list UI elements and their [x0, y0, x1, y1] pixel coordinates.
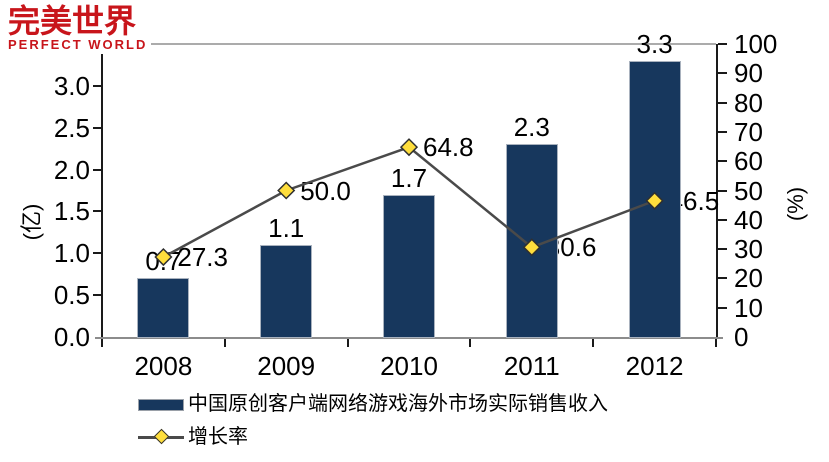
left-tick-label: 1.5 [53, 196, 90, 227]
left-tick-label: 1.0 [53, 238, 90, 269]
bar-value-label: 0.7 [145, 246, 182, 277]
bar-2010 [383, 194, 435, 338]
left-axis-title: (亿) [19, 203, 44, 241]
left-axis-tick [93, 168, 102, 171]
x-axis-tick [469, 339, 472, 347]
left-axis-tick [93, 210, 102, 213]
legend-label-revenue: 中国原创客户端网络游戏海外市场实际销售收入 [188, 393, 608, 415]
right-axis-tick [718, 218, 727, 221]
left-axis-tick [93, 294, 102, 297]
right-tick-label: 40 [734, 204, 763, 235]
x-axis-tick [346, 339, 349, 347]
right-tick-label: 30 [734, 234, 763, 265]
legend-label-growth-rate: 增长率 [188, 426, 248, 448]
right-tick-label: 0 [734, 322, 749, 352]
left-tick-label: 2.5 [53, 112, 90, 143]
right-tick-label: 20 [734, 263, 763, 294]
right-axis-tick [718, 101, 727, 104]
category-label-2009: 2009 [257, 351, 316, 381]
legend-bar-swatch [138, 399, 184, 411]
gridline-100 [102, 43, 716, 45]
left-tick-label: 3.0 [53, 70, 90, 101]
bar-value-label: 2.3 [513, 112, 550, 143]
right-axis-tick [718, 43, 727, 45]
left-tick-label: 2.0 [53, 154, 90, 185]
bar-2008 [137, 278, 190, 338]
left-axis-line [101, 44, 103, 337]
right-axis-title: (%) [783, 186, 808, 222]
line-value-label: 64.8 [423, 132, 474, 163]
right-axis-tick [718, 72, 727, 75]
category-label-2012: 2012 [625, 351, 684, 381]
x-axis-tick [715, 339, 717, 347]
x-axis-tick [101, 339, 103, 347]
line-value-label: 50.0 [300, 175, 351, 206]
bar-2009 [260, 244, 313, 338]
right-axis-tick [718, 160, 727, 163]
right-axis-line [716, 44, 718, 337]
x-axis-tick [592, 339, 595, 347]
right-axis-tick [718, 277, 727, 280]
left-axis-tick [93, 84, 102, 87]
left-axis-tick [93, 252, 102, 255]
right-axis-tick [718, 189, 727, 192]
perfect-world-logo: 完美世界 PERFECT WORLD [8, 3, 152, 54]
left-tick-label: 0.5 [53, 280, 90, 311]
right-axis-tick [718, 248, 727, 251]
right-axis-tick [718, 130, 727, 133]
x-axis-line [95, 337, 723, 339]
logo-chinese-text: 完美世界 [8, 3, 137, 39]
right-tick-label: 90 [734, 58, 763, 89]
bar-2012 [628, 60, 681, 338]
bar-2011 [505, 144, 558, 338]
right-tick-label: 70 [734, 116, 763, 147]
left-axis-tick [93, 126, 102, 129]
category-label-2010: 2010 [380, 351, 438, 381]
left-tick-label: 0.0 [53, 322, 90, 352]
right-tick-label: 10 [734, 292, 763, 323]
category-label-2008: 2008 [134, 351, 193, 381]
right-tick-label: 50 [734, 175, 763, 206]
bar-value-label: 1.1 [268, 212, 305, 243]
bar-value-label: 1.7 [390, 162, 428, 193]
bar-value-label: 3.3 [636, 28, 673, 59]
logo-english-text: PERFECT WORLD [8, 37, 148, 52]
right-tick-label: 60 [734, 146, 763, 177]
right-tick-label: 80 [734, 87, 763, 118]
x-axis-tick [223, 339, 226, 347]
category-label-2011: 2011 [503, 351, 560, 381]
right-axis-tick [718, 306, 727, 309]
right-tick-label: 100 [734, 29, 778, 59]
